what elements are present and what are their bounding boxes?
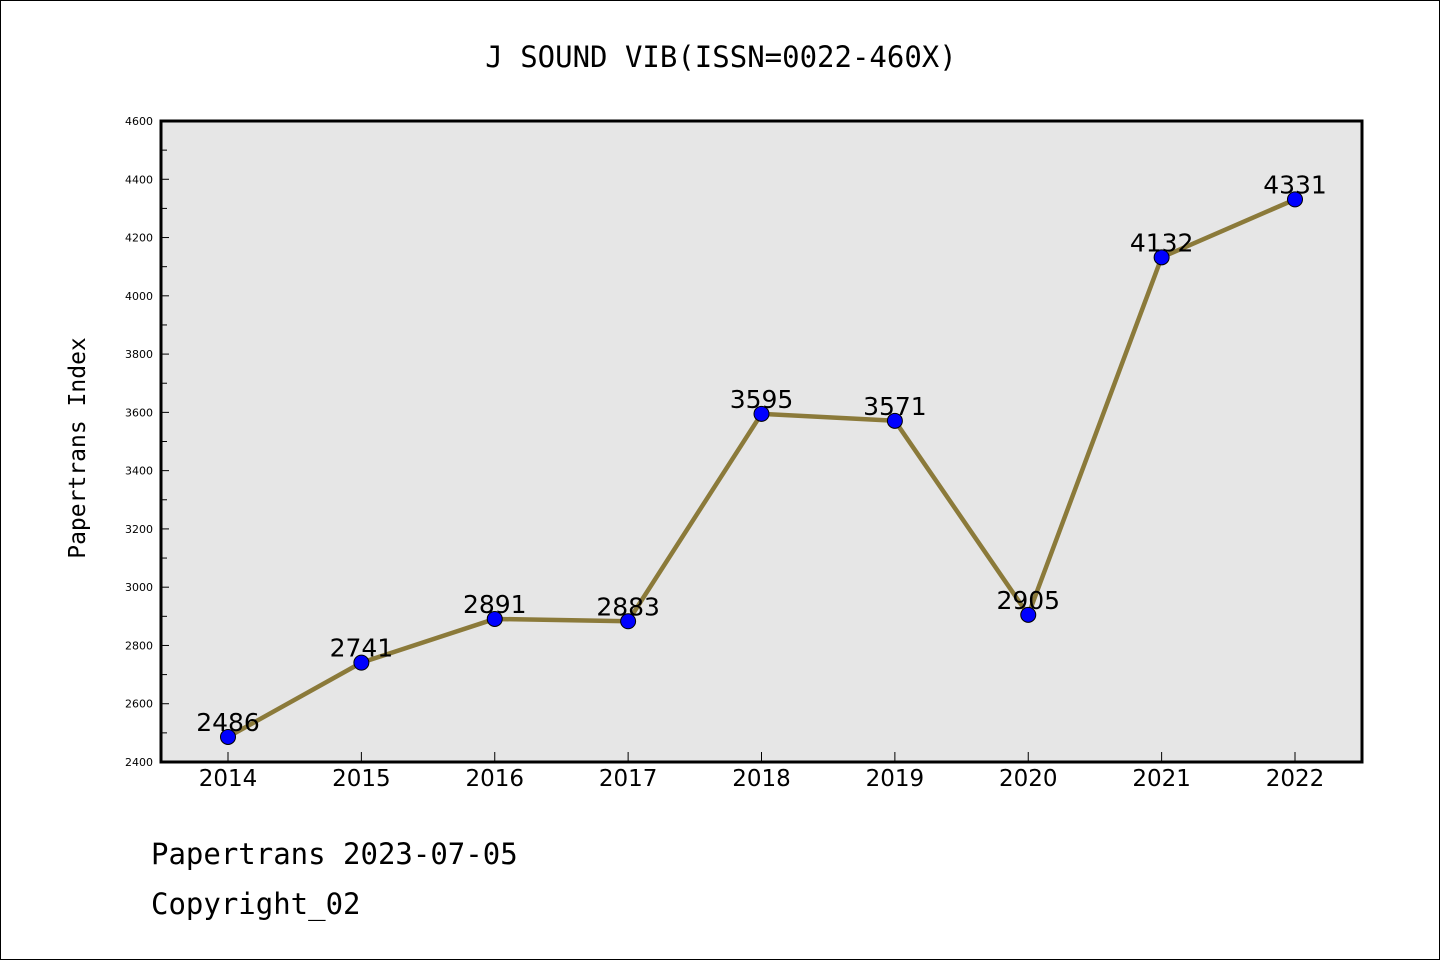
y-tick-label: 4200 — [125, 232, 153, 245]
data-point — [1153, 249, 1170, 266]
data-point — [620, 613, 637, 630]
x-tick-label: 2014 — [199, 766, 258, 792]
data-label: 2905 — [996, 586, 1060, 615]
plot-border — [159, 119, 1364, 764]
y-axis-label: Papertrans Index — [65, 337, 91, 559]
y-tick-label: 3000 — [125, 581, 153, 594]
data-label: 3571 — [863, 392, 927, 421]
y-tick-label: 2600 — [125, 698, 153, 711]
data-label: 2891 — [463, 590, 527, 619]
y-tick-label: 3200 — [125, 523, 153, 536]
y-tick-label: 2800 — [125, 639, 153, 652]
y-axis-ticks: 2400 2600 2800 3000 3200 3400 3600 3800 4000 4200… — [125, 115, 169, 769]
y-tick-label: 3800 — [125, 348, 153, 361]
x-tick-label: 2022 — [1266, 766, 1325, 792]
data-label: 2883 — [596, 592, 660, 621]
x-tick-label: 2018 — [732, 766, 791, 792]
x-tick-label: 2015 — [332, 766, 391, 792]
footer-date: Papertrans 2023-07-05 — [151, 837, 518, 871]
plot-area — [161, 121, 1362, 762]
y-tick-label: 3400 — [125, 465, 153, 478]
data-point — [220, 728, 236, 745]
data-label: 4132 — [1130, 228, 1194, 257]
x-tick-label: 2017 — [599, 766, 658, 792]
y-tick-label: 4400 — [125, 173, 153, 186]
x-tick-label: 2020 — [999, 766, 1058, 792]
data-label: 3595 — [730, 385, 794, 414]
y-tick-label: 2400 — [125, 756, 153, 769]
data-point — [886, 412, 903, 429]
data-label: 2486 — [196, 708, 260, 737]
chart-title: J SOUND VIB(ISSN=0022-460X) — [485, 40, 956, 74]
x-axis-ticks: 2014 2015 2016 2017 2018 2019 2020 2021 2022 — [199, 752, 1325, 792]
data-point — [1020, 606, 1037, 623]
data-label: 4331 — [1263, 170, 1327, 199]
y-tick-label: 3600 — [125, 406, 153, 419]
y-tick-label: 4000 — [125, 290, 153, 303]
data-point — [753, 405, 770, 422]
x-tick-label: 2021 — [1132, 766, 1191, 792]
data-point — [486, 610, 503, 627]
data-label: 2741 — [330, 634, 394, 663]
x-tick-label: 2019 — [866, 766, 925, 792]
x-tick-label: 2016 — [465, 766, 524, 792]
data-point — [1287, 191, 1303, 208]
y-tick-label: 4600 — [125, 115, 153, 128]
series-index: 2486 2741 2891 2883 3595 3571 2905 4132 4331 — [196, 170, 1327, 745]
footer-copyright: Copyright_02 — [151, 887, 361, 921]
data-point — [353, 654, 370, 671]
